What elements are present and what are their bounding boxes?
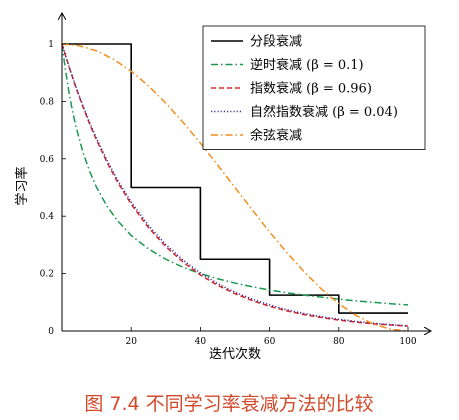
series-layer [61,43,409,332]
legend-label: 余弦衰减 [250,128,302,144]
x-tick-label: 20 [125,337,137,347]
legend-label: 自然指数衰减 (β = 0.04) [250,104,398,120]
legend-label: 逆时衰减 (β = 0.1) [250,57,364,73]
series-line-3 [61,43,409,327]
y-axis-label: 学习率 [14,166,30,205]
x-tick-label: 60 [264,337,276,347]
ticks: 20 40 60 80 100 0 0.2 0.4 0.6 0.8 1 [40,40,417,347]
x-axis-label: 迭代次数 [209,346,261,362]
y-tick-label: 0.4 [40,212,55,222]
axes [62,14,430,331]
series-line-5 [61,43,409,332]
x-tick-label: 40 [195,337,207,347]
legend-label: 分段衰减 [250,34,302,50]
x-tick-label: 100 [399,337,416,347]
y-tick-label: 1 [48,40,54,50]
x-tick-label: 80 [333,337,345,347]
y-tick-label: 0 [48,327,54,337]
series-line-4 [61,43,409,327]
legend-label: 指数衰减 (β = 0.96) [250,81,372,97]
y-tick-label: 0.6 [40,155,55,165]
y-tick-label: 0.2 [40,270,54,280]
y-tick-label: 0.8 [40,97,55,107]
figure-caption: 图 7.4 不同学习率衰减方法的比较 [84,393,373,415]
